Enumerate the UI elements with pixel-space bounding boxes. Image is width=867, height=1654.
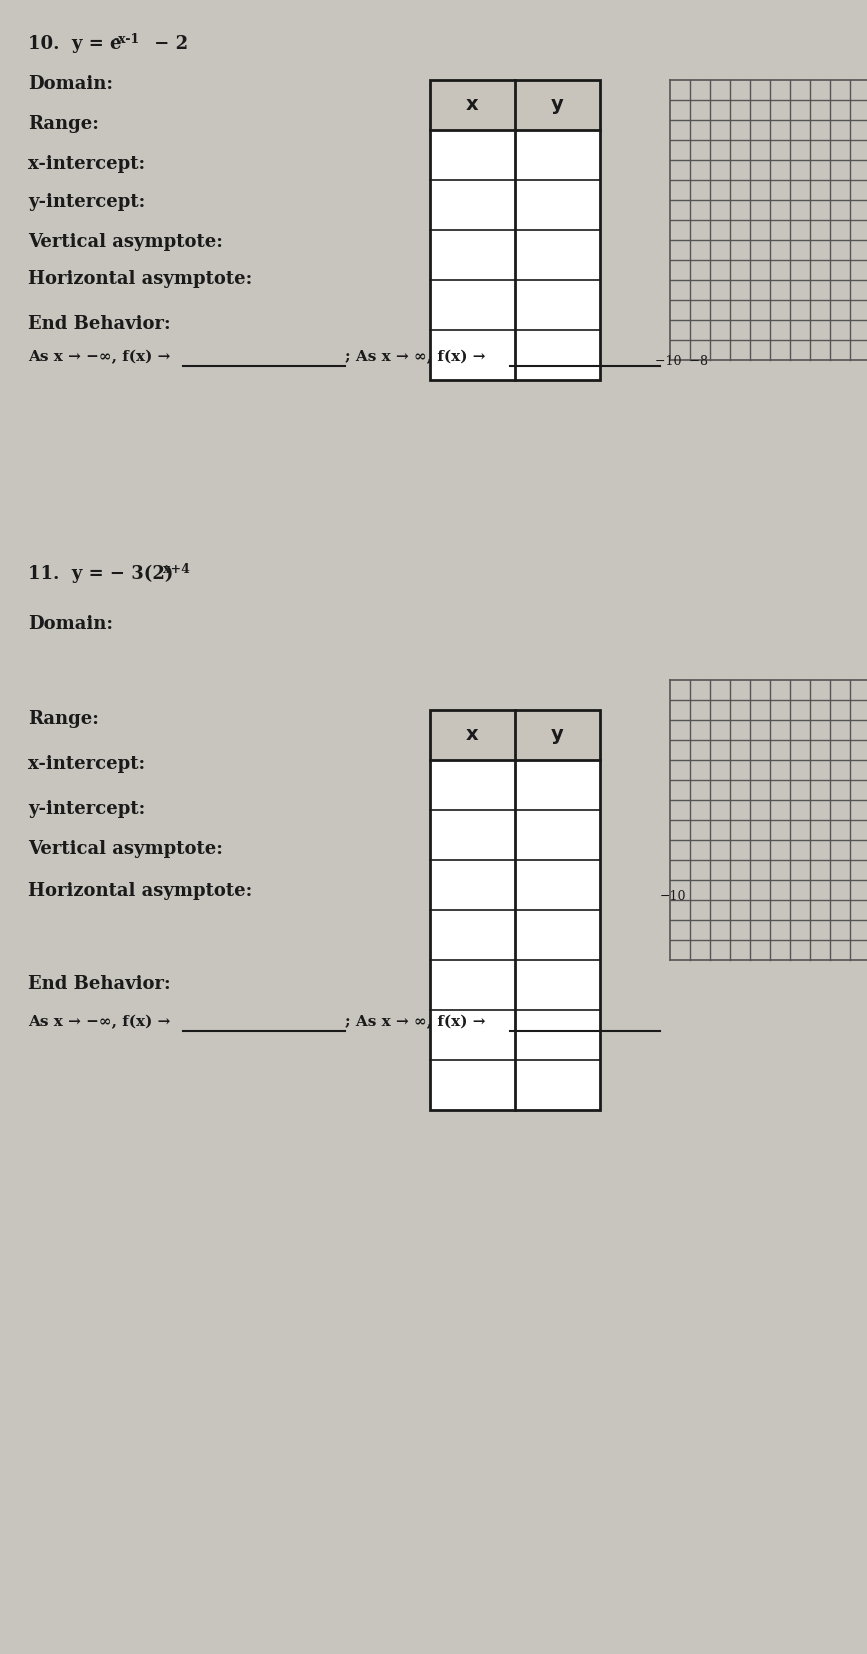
Text: y: y <box>551 726 564 744</box>
Text: As x → −∞, f(x) →: As x → −∞, f(x) → <box>28 1016 171 1029</box>
Text: 10.  y = e: 10. y = e <box>28 35 121 53</box>
Text: Vertical asymptote:: Vertical asymptote: <box>28 233 223 251</box>
Text: End Behavior:: End Behavior: <box>28 974 171 992</box>
Text: x: x <box>466 96 479 114</box>
Text: x: x <box>466 726 479 744</box>
Text: x-intercept:: x-intercept: <box>28 155 145 174</box>
Text: Horizontal asymptote:: Horizontal asymptote: <box>28 270 252 288</box>
Bar <box>430 79 600 131</box>
Text: Domain:: Domain: <box>28 74 113 93</box>
Text: −10  −8: −10 −8 <box>655 356 708 367</box>
Text: − 2: − 2 <box>148 35 188 53</box>
Text: y: y <box>551 96 564 114</box>
Bar <box>430 710 600 1110</box>
Text: End Behavior:: End Behavior: <box>28 314 171 332</box>
Text: As x → −∞, f(x) →: As x → −∞, f(x) → <box>28 351 171 364</box>
Bar <box>430 710 600 759</box>
Text: y-intercept:: y-intercept: <box>28 194 146 212</box>
Text: y-intercept:: y-intercept: <box>28 801 146 819</box>
Bar <box>430 710 600 1110</box>
Text: Domain:: Domain: <box>28 615 113 633</box>
Text: Vertical asymptote:: Vertical asymptote: <box>28 840 223 858</box>
Text: ; As x → ∞, f(x) →: ; As x → ∞, f(x) → <box>345 351 486 364</box>
Text: 11.  y = − 3(2): 11. y = − 3(2) <box>28 566 173 584</box>
Text: Range:: Range: <box>28 116 99 132</box>
Text: Range:: Range: <box>28 710 99 728</box>
Text: x-intercept:: x-intercept: <box>28 754 145 772</box>
Text: −10: −10 <box>660 890 687 903</box>
Text: x+4: x+4 <box>163 562 190 576</box>
Text: ; As x → ∞, f(x) →: ; As x → ∞, f(x) → <box>345 1016 486 1029</box>
Bar <box>430 79 600 380</box>
Text: Horizontal asymptote:: Horizontal asymptote: <box>28 882 252 900</box>
Bar <box>430 79 600 380</box>
Text: -x-1: -x-1 <box>113 33 140 46</box>
